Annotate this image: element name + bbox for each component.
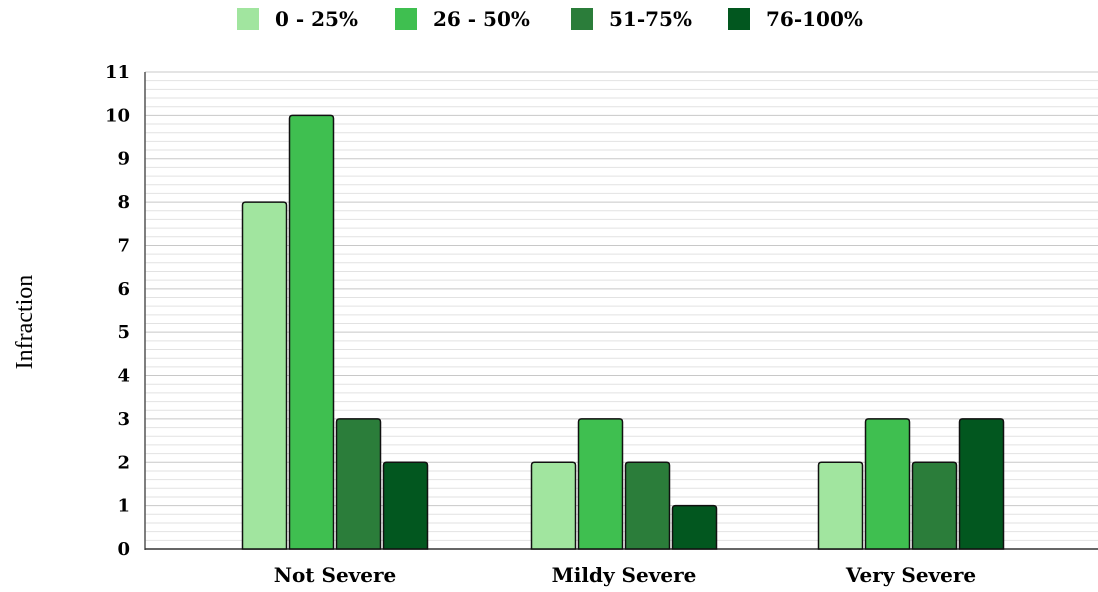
y-tick-label: 8 (117, 192, 130, 213)
legend: 0 - 25% 26 - 50% 51-75% 76-100% (237, 7, 863, 31)
y-tick-label: 0 (117, 539, 130, 560)
bar (624, 461, 671, 550)
bar (577, 418, 624, 550)
legend-label: 26 - 50% (433, 7, 530, 31)
legend-swatch (571, 8, 593, 30)
y-tick-label: 9 (117, 149, 130, 170)
bar (911, 461, 958, 550)
category-label: Not Severe (274, 563, 397, 587)
bar (241, 201, 288, 550)
y-tick-label: 3 (117, 409, 130, 430)
bar (335, 418, 382, 550)
bar (864, 418, 911, 550)
bar (530, 461, 577, 550)
category-label: Mildy Severe (552, 563, 697, 587)
bar (288, 114, 335, 550)
bars (241, 114, 1005, 550)
legend-swatch (237, 8, 259, 30)
legend-swatch (395, 8, 417, 30)
bar (958, 418, 1005, 550)
bar (382, 461, 429, 550)
y-tick-label: 6 (117, 279, 130, 300)
y-tick-label: 5 (117, 322, 130, 343)
y-tick-label: 11 (105, 62, 130, 83)
bar (671, 504, 718, 550)
y-tick-label: 10 (105, 105, 130, 126)
y-tick-label: 7 (117, 235, 130, 256)
legend-swatch (728, 8, 750, 30)
y-tick-label: 1 (117, 496, 130, 517)
y-tick-label: 2 (117, 452, 130, 473)
category-labels: Not Severe Mildy Severe Very Severe (274, 563, 976, 587)
bar (817, 461, 864, 550)
y-tick-label: 4 (117, 366, 130, 387)
legend-label: 76-100% (766, 7, 863, 31)
legend-label: 0 - 25% (275, 7, 358, 31)
y-axis-title: Infraction (12, 275, 38, 370)
legend-label: 51-75% (609, 7, 692, 31)
y-tick-labels: 0 1 2 3 4 5 6 7 8 9 10 11 (105, 62, 130, 560)
category-label: Very Severe (845, 563, 976, 587)
